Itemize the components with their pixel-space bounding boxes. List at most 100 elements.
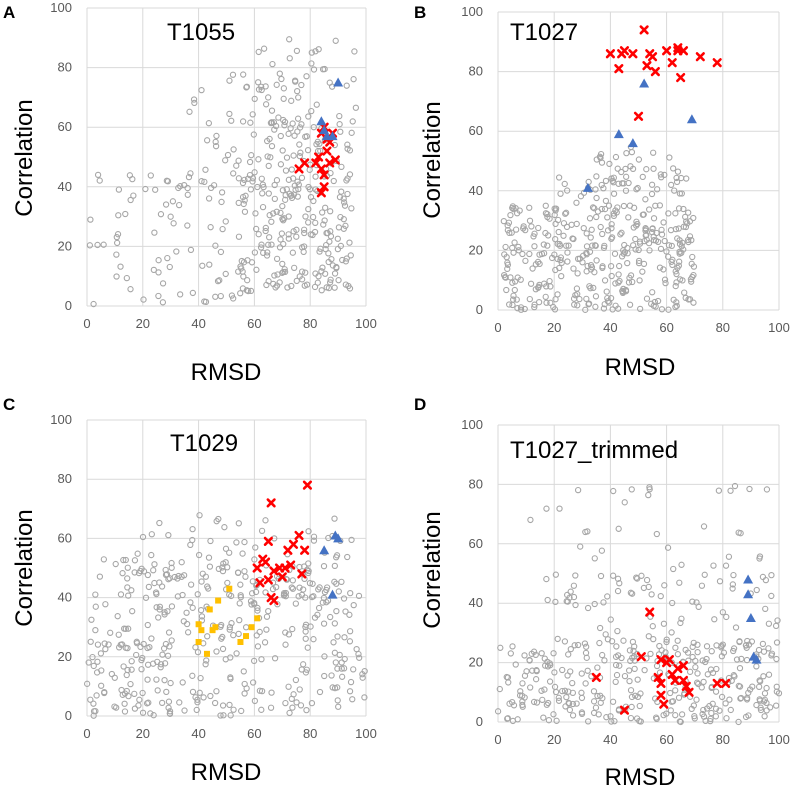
data-point [509,643,516,650]
data-point [146,643,153,651]
y-tick-label: 0 [65,708,72,723]
data-point [678,675,689,686]
data-point [257,244,265,251]
data-point [674,637,681,644]
data-point [650,165,657,172]
data-point [756,696,763,703]
data-point [503,673,510,681]
data-point [213,648,220,655]
data-point [576,295,583,303]
data-point [307,231,314,238]
data-point [690,702,697,709]
data-point [604,214,611,221]
data-point [552,571,559,578]
y-tick-label: 80 [469,64,483,79]
data-point [153,604,160,611]
data-point [322,241,330,249]
data-point [560,232,567,239]
data-point [565,651,572,658]
data-point [320,620,328,627]
data-point [293,277,300,285]
data-point [636,238,644,245]
data-point [605,49,615,59]
data-point [184,184,191,192]
data-point [131,557,139,564]
data-point [114,613,121,620]
data-point [344,145,351,152]
data-point [767,704,774,711]
data-point [713,665,720,673]
data-point [323,586,330,594]
data-point [560,220,568,227]
data-point [561,638,569,645]
data-point [262,589,269,596]
data-point [718,653,726,660]
data-point [610,210,617,217]
data-point [504,715,511,722]
data-point [262,224,269,232]
data-point [573,220,580,228]
data-point [571,642,578,649]
data-point [574,641,582,649]
data-point [189,525,196,533]
data-point [733,656,741,663]
data-point [633,111,644,121]
data-point [329,262,337,269]
data-point [310,593,317,600]
data-point [570,593,578,601]
data-point [701,571,708,578]
data-point [672,687,679,694]
data-point [511,286,518,294]
data-point [295,593,302,600]
data-point [557,190,564,197]
data-point [768,592,775,600]
data-point [248,590,256,597]
data-point [302,269,309,276]
data-point [338,673,346,680]
data-point [501,251,508,258]
data-point [263,626,270,633]
data-point [215,565,222,573]
data-point [125,625,132,632]
data-point [171,573,178,581]
data-point [550,650,557,657]
data-point [635,246,642,254]
data-point [321,217,328,224]
data-point [128,587,135,594]
data-point [643,166,650,173]
y-tick-label: 40 [58,590,72,605]
data-point [718,693,726,701]
data-point [600,185,607,192]
data-point [253,225,260,233]
data-point [355,650,362,658]
data-point [670,675,680,686]
data-point [657,171,664,178]
data-point [248,152,255,159]
data-point [105,641,112,648]
data-point [290,228,297,235]
data-point [310,124,317,131]
data-point [555,174,563,181]
data-point [271,181,278,189]
gridlines [86,419,367,717]
data-point [214,277,222,285]
data-point [288,97,295,104]
data-point [590,698,598,705]
data-point [667,226,675,234]
data-point [247,287,255,295]
data-point [615,271,622,278]
data-point [590,688,598,695]
data-point [300,248,307,256]
data-point [526,217,534,224]
data-point [165,531,172,539]
data-point [237,592,244,599]
data-point [115,212,122,219]
data-point [634,676,641,683]
data-point [695,680,702,688]
data-point [509,296,517,303]
x-tick-label: 40 [191,726,205,741]
data-point [673,174,680,182]
data-point [763,699,770,707]
data-point [608,272,615,280]
data-point [148,551,155,559]
